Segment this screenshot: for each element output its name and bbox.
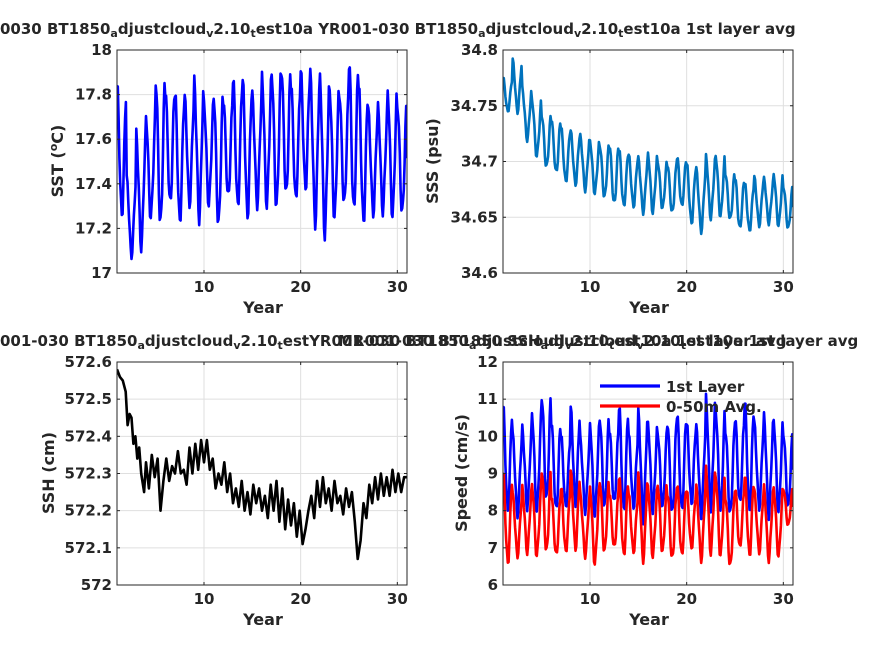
y-tick-label: 572 [81,576,112,594]
title-segment: est10a 1st layer avg [686,332,858,350]
y-tick-label: 7 [488,539,498,557]
x-axis-label: Year [628,298,669,317]
x-tick-label: 10 [580,278,601,296]
y-tick-label: 17.2 [75,219,112,237]
title-segment: 2.10 [572,332,609,350]
title-segment: estYR001-030 BT1850 [283,332,469,350]
title-subscript: a [469,339,476,352]
y-axis-label: SST (oC) [47,125,68,198]
title-subscript: v [637,339,645,352]
y-tick-label: 34.8 [461,41,498,59]
chart-title: MR001-030 BT1850 SSHadjustcloudv2.10test… [338,332,858,352]
title-segment: 2.10 [213,20,250,38]
y-tick-label: 6 [488,576,498,594]
chart-panel-2: 10 20 30 34.6 34.65 34.7 34.75 34.8 Year SSS (psu… [423,41,794,317]
title-subscript: a [110,27,117,40]
title-segment: est10a 1st layer avg [623,20,795,38]
title-subscript: t [278,339,283,352]
legend: 1st Layer 0-50m Avg. [600,378,762,416]
x-tick-label: 20 [676,278,697,296]
y-tick-label: 572.5 [65,390,112,408]
axes-frame [116,49,408,274]
title-segment: 2.10 [644,332,681,350]
legend-label: 0-50m Avg. [666,398,762,416]
title-segment: est10a 1st layer avg [614,332,786,350]
title-segment: 001-030 BT1850 [0,332,137,350]
y-tick-label: 17.6 [75,130,112,148]
x-tick-label: 10 [194,278,215,296]
y-tick-label: 12 [477,353,498,371]
y-tick-label: 34.7 [461,153,498,171]
title-subscript: v [574,27,582,40]
x-tick-label: 20 [290,590,311,608]
chart-panel-4: 10 20 30 6 7 8 9 10 11 12 Year Speed (cm/s) MR001-03… [338,332,858,629]
title-segment: djustcloud [486,20,574,38]
title-subscript: t [681,339,686,352]
y-tick-label: 8 [488,502,498,520]
title-subscript: t [609,339,614,352]
y-tick-label: 10 [477,427,498,445]
y-tick-label: 34.75 [451,97,498,115]
x-tick-label: 30 [387,278,408,296]
y-tick-label: 17.8 [75,86,112,104]
y-tick-label: 572.3 [65,465,112,483]
x-axis-label: Year [242,610,283,629]
title-subscript: t [618,27,623,40]
chart-panel-1: 10 20 30 17 17.2 17.4 17.6 17.8 18 Year SST (oC) 00… [0,20,796,317]
x-tick-label: 30 [773,590,794,608]
series-line-1 [503,57,793,236]
series-line-2 [503,464,793,566]
y-tick-label: 17.4 [75,175,112,193]
y-tick-label: 9 [488,465,498,483]
title-subscript: a [541,339,548,352]
title-segment: djustcloud [476,332,564,350]
chart-panel-3: 10 20 30 572 572.1 572.2 572.3 572.4 572.5 572.6 Y… [0,332,787,629]
y-tick-label: 34.6 [461,264,498,282]
x-tick-label: 10 [194,590,215,608]
x-tick-label: 30 [387,590,408,608]
x-tick-label: 10 [580,590,601,608]
y-tick-label: 34.65 [451,208,498,226]
title-segment: 0030 BT1850 [0,20,110,38]
title-segment: djustcloud [145,332,233,350]
title-segment: MR001-030 BT1850 SSH [338,332,541,350]
y-tick-label: 572.6 [65,353,112,371]
chart-title: 001-030 BT1850adjustcloudv2.10testYR001-… [0,332,787,352]
title-subscript: t [250,27,255,40]
title-subscript: v [233,339,241,352]
y-axis-label: SSS (psu) [423,118,442,204]
y-tick-label: 572.1 [65,539,112,557]
title-segment: djustcloud [118,20,206,38]
x-tick-label: 20 [676,590,697,608]
y-tick-label: 18 [91,41,112,59]
title-segment: 2.10 [241,332,278,350]
y-tick-label: 572.4 [65,427,112,445]
legend-label: 1st Layer [666,378,745,396]
title-segment: est10a YR001-030 BT1850 [256,20,478,38]
y-tick-label: 572.2 [65,502,112,520]
x-axis-label: Year [242,298,283,317]
y-tick-label: 11 [477,390,498,408]
y-axis-label: SSH (cm) [39,432,58,514]
x-tick-label: 20 [290,278,311,296]
y-axis-label: Speed (cm/s) [452,414,471,532]
title-subscript: a [137,339,144,352]
series-line-1 [503,392,793,526]
y-tick-label: 17 [91,264,112,282]
title-subscript: a [478,27,485,40]
x-axis-label: Year [628,610,669,629]
chart-title: 0030 BT1850adjustcloudv2.10test10a YR001… [0,20,796,40]
x-tick-label: 30 [773,278,794,296]
title-subscript: v [565,339,573,352]
title-subscript: v [206,27,214,40]
series-line-1 [117,368,407,561]
title-segment: djustcloud [548,332,636,350]
title-segment: 2.10 [581,20,618,38]
series-line-1 [117,66,407,261]
